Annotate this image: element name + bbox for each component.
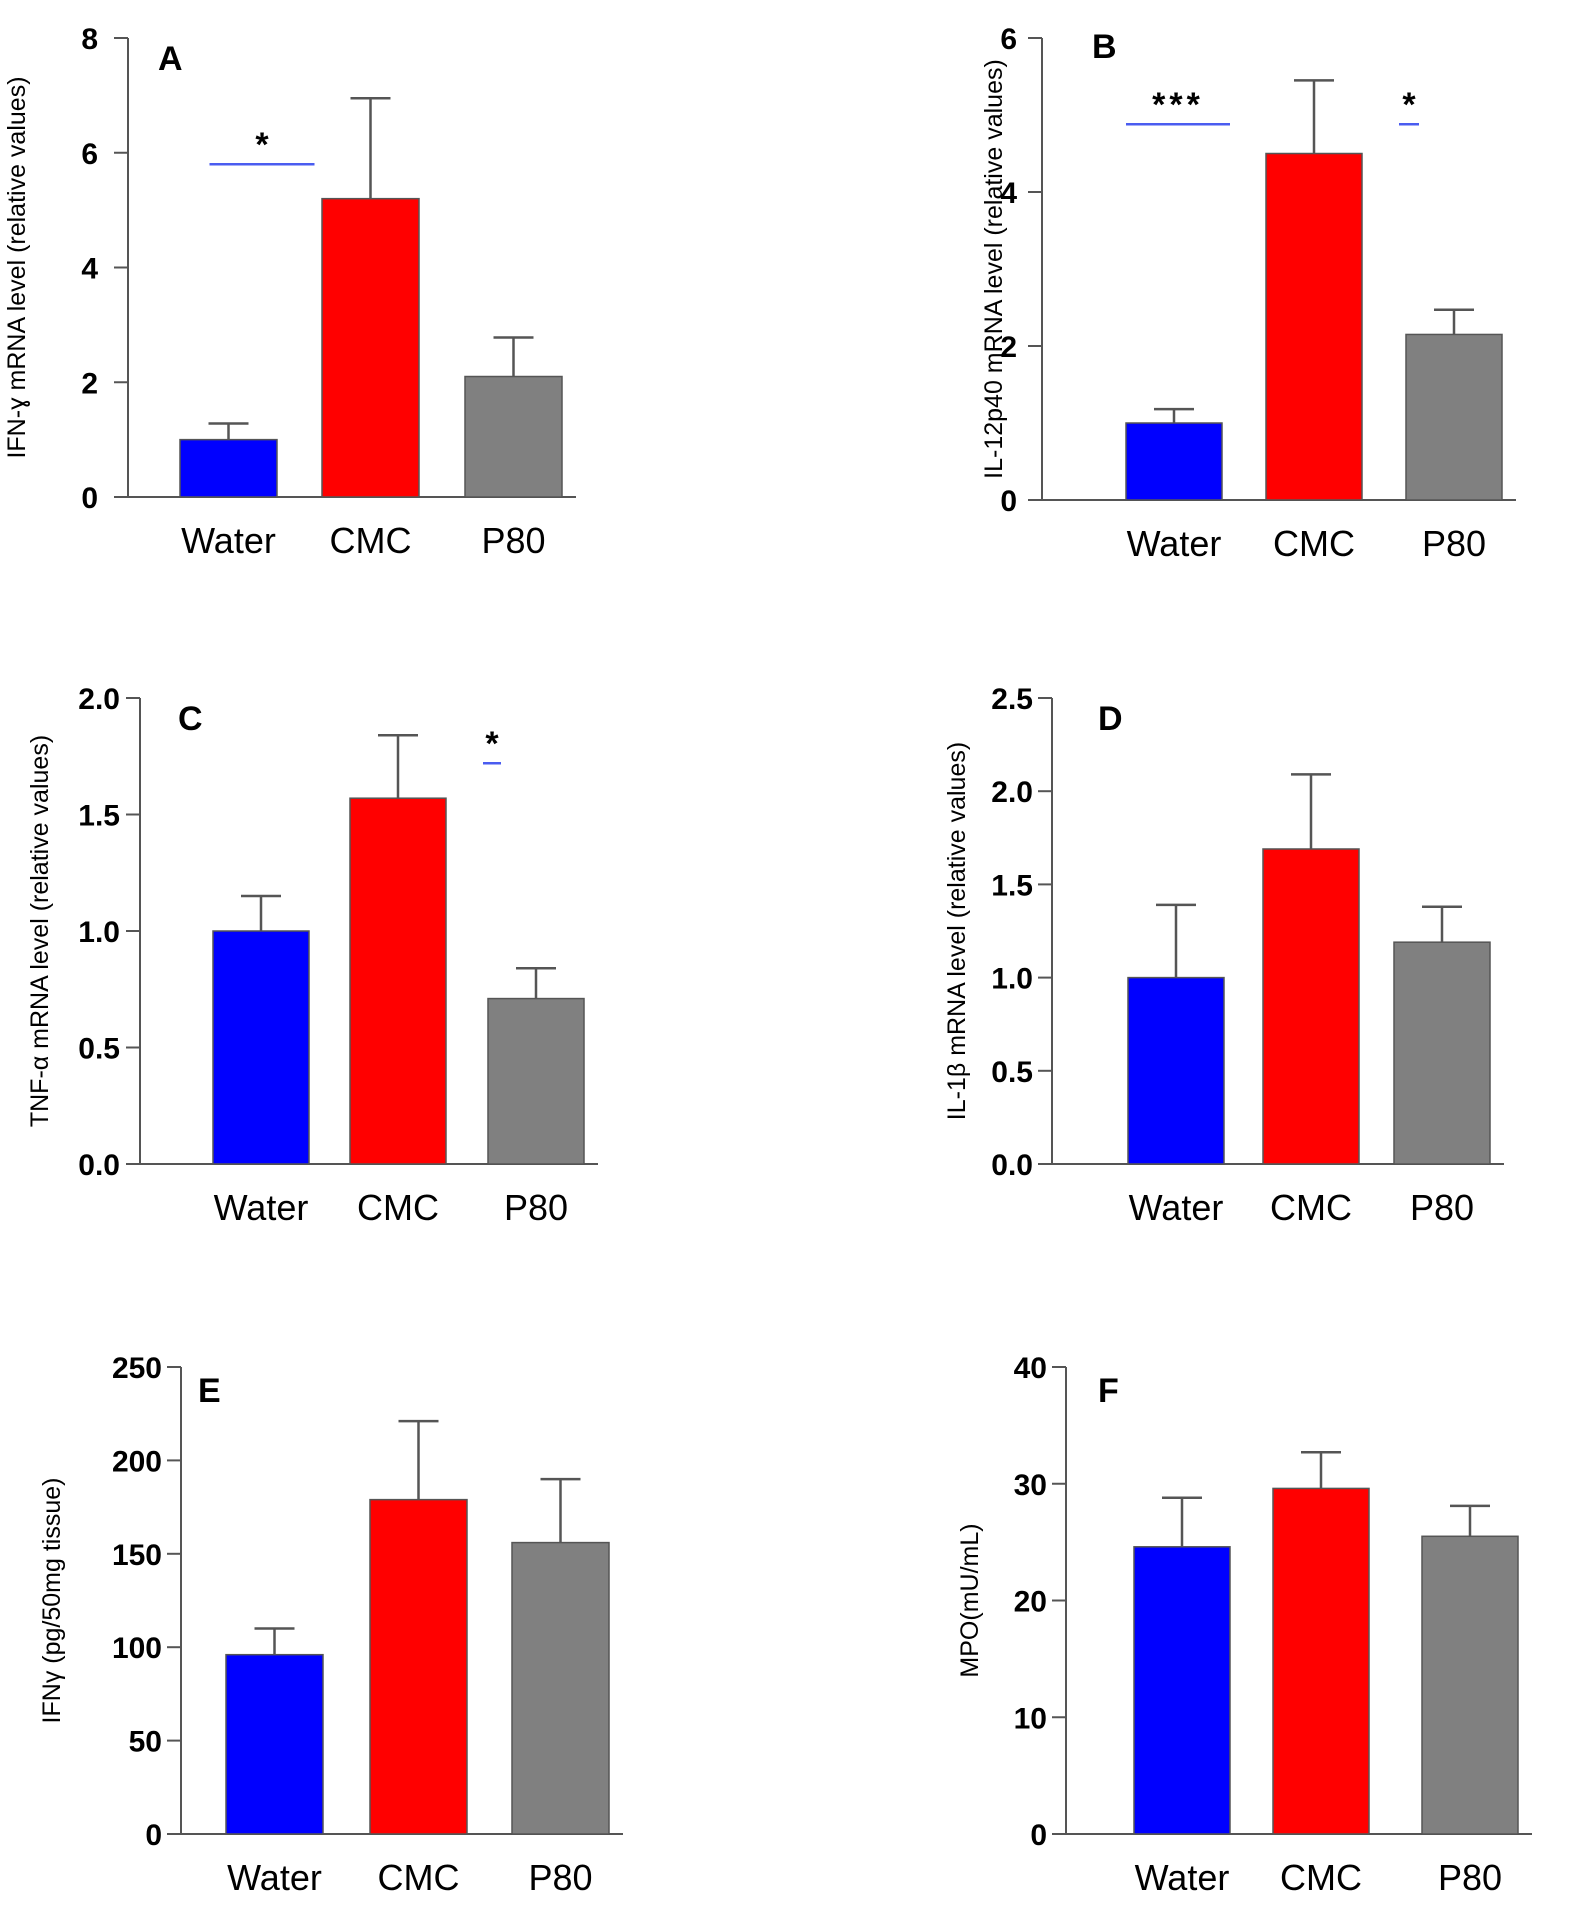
y-tick-label: 0.5 xyxy=(991,1056,1033,1089)
x-category-label: P80 xyxy=(1410,1187,1474,1228)
bar-p80 xyxy=(511,1541,610,1835)
y-tick-label: 20 xyxy=(1014,1586,1047,1619)
bar-cmc xyxy=(1262,848,1360,1165)
x-category-label: Water xyxy=(214,1187,309,1228)
y-axis-label: MPO(mU/mL) xyxy=(956,1523,984,1677)
y-tick-label: 0.0 xyxy=(991,1149,1033,1182)
y-tick-label: 100 xyxy=(112,1632,162,1665)
panel-b: 0 2 4 6 IL-12p40 mRNA level (relative values… xyxy=(980,23,1516,564)
y-tick-label: 2.0 xyxy=(78,683,120,716)
x-category-label: CMC xyxy=(330,520,412,561)
significance-marker: *** xyxy=(1152,86,1204,124)
x-category-label: CMC xyxy=(378,1857,460,1898)
x-category-label: Water xyxy=(227,1857,322,1898)
x-category-label: Water xyxy=(1127,523,1222,564)
y-axis-label: IL-1β mRNA level (relative values) xyxy=(943,742,971,1120)
y-tick-label: 6 xyxy=(1000,23,1017,56)
significance-marker: * xyxy=(1402,86,1416,124)
y-tick-label: 40 xyxy=(1014,1352,1047,1385)
panel-letter: C xyxy=(178,700,203,738)
bar-water xyxy=(225,1653,324,1835)
bar-p80 xyxy=(1393,941,1491,1165)
x-category-label: P80 xyxy=(481,520,545,561)
bar-p80 xyxy=(464,375,563,498)
y-tick-label: 150 xyxy=(112,1539,162,1572)
x-category-label: P80 xyxy=(1422,523,1486,564)
x-category-label: CMC xyxy=(1273,523,1355,564)
y-tick-label: 4 xyxy=(81,253,98,286)
panel-e: 0 50 100 150 200 250 IFNγ (pg/50mg tissue) E Wat… xyxy=(38,1352,623,1898)
panel-d: 0.0 0.5 1.0 1.5 2.0 2.5 IL-1β mRNA level (rela… xyxy=(943,683,1504,1228)
panel-letter: E xyxy=(198,1372,221,1410)
bar-p80 xyxy=(1421,1535,1519,1835)
y-tick-label: 4 xyxy=(1000,177,1017,210)
y-tick-label: 0.0 xyxy=(78,1149,120,1182)
panel-letter: A xyxy=(158,40,183,78)
bar-cmc xyxy=(1272,1487,1370,1835)
significance-marker: * xyxy=(255,126,269,164)
y-tick-label: 250 xyxy=(112,1352,162,1385)
y-tick-label: 0 xyxy=(81,482,98,515)
y-tick-label: 0.5 xyxy=(78,1033,120,1066)
x-category-label: CMC xyxy=(1270,1187,1352,1228)
y-tick-label: 0 xyxy=(145,1819,162,1852)
y-tick-label: 2.0 xyxy=(991,776,1033,809)
panel-letter: B xyxy=(1092,28,1117,66)
y-tick-label: 10 xyxy=(1014,1702,1047,1735)
x-category-label: P80 xyxy=(528,1857,592,1898)
bar-p80 xyxy=(1405,333,1503,501)
y-tick-label: 50 xyxy=(129,1726,162,1759)
bar-cmc xyxy=(1265,152,1363,501)
bar-water xyxy=(1133,1546,1231,1835)
y-axis-label: TNF-α mRNA level (relative values) xyxy=(26,735,54,1127)
bar-water xyxy=(1125,422,1223,501)
panel-letter: D xyxy=(1098,700,1123,738)
y-axis-label: IFNγ (pg/50mg tissue) xyxy=(38,1478,66,1724)
y-tick-label: 6 xyxy=(81,138,98,171)
panel-f: 0 10 20 30 40 MPO(mU/mL) F Water CMC P80 xyxy=(956,1352,1532,1898)
y-tick-label: 2 xyxy=(1000,331,1017,364)
significance-marker: * xyxy=(485,725,499,763)
x-category-label: CMC xyxy=(1280,1857,1362,1898)
y-tick-label: 1.5 xyxy=(991,869,1033,902)
panel-letter: F xyxy=(1098,1372,1119,1410)
y-tick-label: 30 xyxy=(1014,1469,1047,1502)
bar-p80 xyxy=(487,997,585,1165)
bar-cmc xyxy=(321,197,420,498)
y-tick-label: 2.5 xyxy=(991,683,1033,716)
bar-cmc xyxy=(349,797,447,1165)
x-category-label: Water xyxy=(181,520,276,561)
x-category-label: P80 xyxy=(1438,1857,1502,1898)
y-tick-label: 200 xyxy=(112,1445,162,1478)
y-tick-label: 1.5 xyxy=(78,800,120,833)
y-axis-label: IL-12p40 mRNA level (relative values) xyxy=(980,59,1008,479)
y-tick-label: 0 xyxy=(1030,1819,1047,1852)
panel-a: 0 2 4 6 8 IFN-ɣ mRNA level (relative values) A… xyxy=(3,23,576,561)
bar-water xyxy=(179,438,278,498)
x-category-label: Water xyxy=(1135,1857,1230,1898)
y-tick-label: 2 xyxy=(81,367,98,400)
x-category-label: P80 xyxy=(504,1187,568,1228)
y-tick-label: 1.0 xyxy=(78,916,120,949)
y-axis-label: IFN-ɣ mRNA level (relative values) xyxy=(3,76,31,458)
bar-cmc xyxy=(369,1498,468,1835)
x-category-label: Water xyxy=(1129,1187,1224,1228)
bar-water xyxy=(212,930,310,1165)
x-category-label: CMC xyxy=(357,1187,439,1228)
y-tick-label: 1.0 xyxy=(991,963,1033,996)
y-tick-label: 8 xyxy=(81,23,98,56)
bar-water xyxy=(1127,976,1225,1165)
y-tick-label: 0 xyxy=(1000,485,1017,518)
panel-c: 0.0 0.5 1.0 1.5 2.0 TNF-α mRNA level (relativ… xyxy=(26,683,598,1228)
